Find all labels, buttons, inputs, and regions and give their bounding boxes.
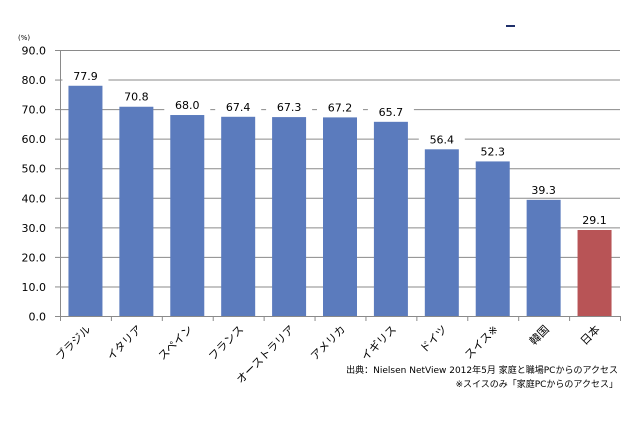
- decorative-mark: [506, 25, 515, 27]
- value-label-bg: [367, 104, 414, 118]
- category-label: アメリカ: [308, 323, 348, 363]
- value-label-bg: [62, 68, 109, 82]
- value-label: 68.0: [175, 99, 200, 112]
- bar: [424, 149, 459, 316]
- value-label-bg: [317, 100, 363, 114]
- value-label: 70.8: [124, 91, 149, 104]
- y-tick-label: 70.0: [22, 104, 47, 117]
- category-label: イギリス: [359, 323, 399, 363]
- value-label-bg: [418, 132, 465, 146]
- y-tick-label: 10.0: [22, 281, 47, 294]
- value-label: 67.4: [226, 101, 251, 114]
- y-tick-label: 20.0: [22, 251, 47, 264]
- value-label: 56.4: [430, 133, 455, 146]
- value-label-bg: [266, 100, 313, 114]
- bar: [475, 161, 510, 316]
- category-label: ドイツ: [417, 323, 450, 356]
- category-label: 韓国: [527, 323, 552, 348]
- value-label-bg: [113, 89, 160, 103]
- bar: [577, 229, 612, 316]
- y-tick-label: 90.0: [22, 45, 47, 58]
- value-label: 67.3: [277, 101, 302, 114]
- y-tick-label: 50.0: [22, 163, 47, 176]
- value-label: 65.7: [379, 106, 404, 119]
- bar: [526, 199, 561, 316]
- y-axis: 0.0 10.0 20.0 30.0 40.0 50.0 60.0 70.0 80.0 90.0 (…: [18, 34, 61, 324]
- value-label-bg: [469, 144, 516, 158]
- y-tick-label: 60.0: [22, 133, 47, 146]
- source-note: 出典：Nielsen NetView 2012年5月 家庭と職場PCからのアクセ…: [346, 366, 618, 376]
- value-label: 29.1: [582, 214, 607, 227]
- value-label-bg: [215, 99, 262, 113]
- bar: [272, 117, 307, 316]
- bars: 77.9 70.8 68.0 67.4 67.3 67.2 65.7 56.4 52.3 39.3…: [62, 68, 618, 317]
- value-label: 67.2: [328, 101, 353, 114]
- bar: [170, 115, 205, 317]
- category-label: スイス※: [462, 323, 501, 362]
- category-label: フランス: [206, 323, 246, 363]
- category-label: スペイン: [156, 323, 196, 363]
- y-tick-label: 40.0: [22, 192, 47, 205]
- value-label-bg: [520, 182, 567, 196]
- bar: [221, 116, 256, 316]
- y-tick-label: 30.0: [22, 222, 47, 235]
- y-tick-label: 80.0: [22, 74, 47, 87]
- y-tick-label: 0.0: [29, 311, 47, 324]
- category-label: 日本: [577, 322, 602, 347]
- category-label: ブラジル: [53, 322, 94, 363]
- value-label-bg: [164, 98, 211, 112]
- bar: [68, 85, 103, 316]
- bar: [373, 121, 408, 316]
- footnote: ※スイスのみ「家庭PCからのアクセス」: [455, 380, 618, 390]
- value-label: 52.3: [480, 145, 505, 158]
- y-unit-label: (%): [18, 34, 30, 42]
- bar: [323, 117, 357, 317]
- value-label: 39.3: [531, 184, 556, 197]
- value-label: 77.9: [73, 70, 98, 83]
- bar: [119, 106, 154, 316]
- value-label-bg: [571, 212, 618, 226]
- category-label: イタリア: [104, 323, 144, 363]
